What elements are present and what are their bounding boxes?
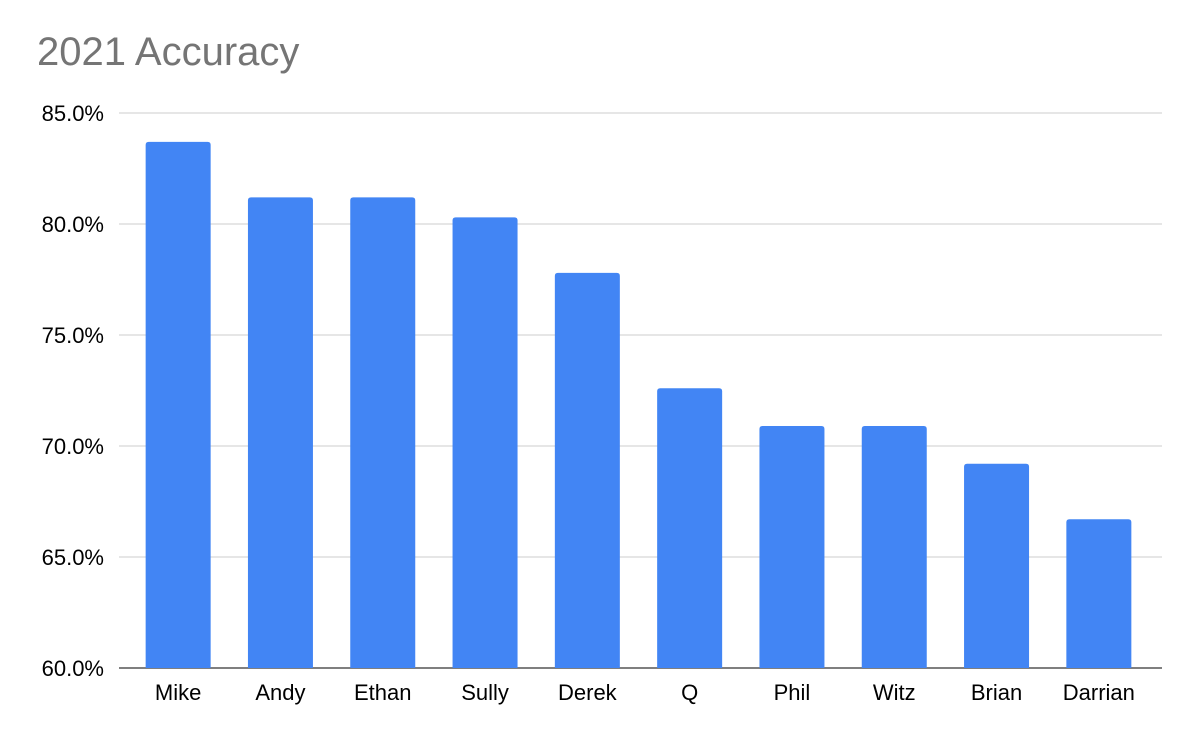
x-tick-label: Sully xyxy=(461,680,509,705)
x-tick-label: Darrian xyxy=(1063,680,1135,705)
bar-mike xyxy=(145,141,211,669)
y-tick-label: 80.0% xyxy=(42,212,104,237)
bar-andy xyxy=(247,197,313,669)
x-tick-label: Derek xyxy=(558,680,618,705)
bar-q xyxy=(657,388,723,668)
x-tick-label: Brian xyxy=(971,680,1022,705)
x-tick-label: Ethan xyxy=(354,680,412,705)
bar-darrian xyxy=(1066,519,1132,668)
bar-brian xyxy=(964,463,1030,668)
bars xyxy=(145,141,1132,669)
x-tick-label: Phil xyxy=(774,680,811,705)
y-tick-label: 75.0% xyxy=(42,323,104,348)
bar-ethan xyxy=(350,197,416,669)
y-tick-label: 70.0% xyxy=(42,434,104,459)
x-axis-tick-labels: Mike Andy Ethan Sully Derek Q Phil Witz Brian Dar… xyxy=(155,680,1135,705)
bar-derek xyxy=(554,272,620,668)
bar-phil xyxy=(759,426,825,668)
bar-sully xyxy=(452,217,518,668)
chart-title: 2021 Accuracy xyxy=(37,30,300,74)
x-tick-label: Witz xyxy=(873,680,916,705)
y-tick-label: 85.0% xyxy=(42,101,104,126)
x-tick-label: Mike xyxy=(155,680,201,705)
x-tick-label: Q xyxy=(681,680,698,705)
y-axis-tick-labels: 60.0% 65.0% 70.0% 75.0% 80.0% 85.0% xyxy=(42,101,104,681)
x-tick-label: Andy xyxy=(255,680,305,705)
y-tick-label: 65.0% xyxy=(42,545,104,570)
bar-witz xyxy=(861,426,927,668)
y-tick-label: 60.0% xyxy=(42,656,104,681)
